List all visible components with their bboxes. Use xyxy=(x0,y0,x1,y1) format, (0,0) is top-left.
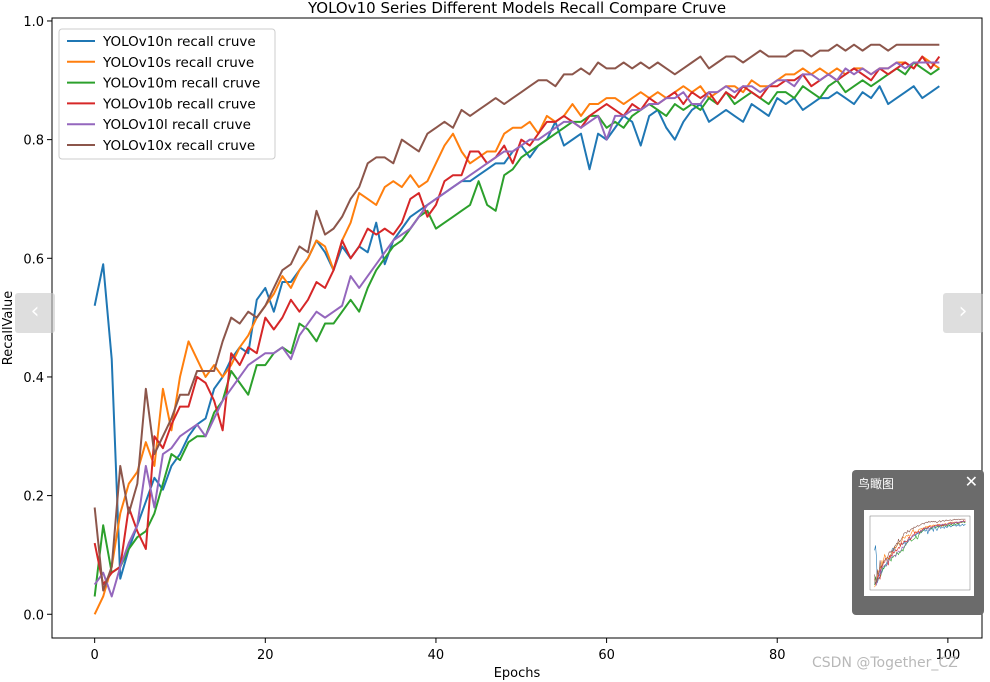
thumbnail-series-line-5 xyxy=(874,520,966,587)
legend-box xyxy=(58,28,276,160)
close-icon[interactable]: ✕ xyxy=(964,472,978,491)
x-tick-label: 40 xyxy=(428,648,445,663)
legend-label: YOLOv10m recall cruve xyxy=(102,76,260,92)
x-tick-label: 80 xyxy=(769,648,786,663)
y-tick-label: 1.0 xyxy=(23,15,44,30)
series-line-1 xyxy=(93,85,940,580)
y-axis-label: RecallValue xyxy=(1,291,16,365)
chart-title: YOLOv10 Series Different Models Recall C… xyxy=(307,0,726,17)
legend-label: YOLOv10b recall cruve xyxy=(102,96,256,112)
next-image-button[interactable]: › xyxy=(943,293,983,333)
x-tick-label: 20 xyxy=(257,648,274,663)
y-tick-label: 0.0 xyxy=(23,608,44,623)
thumbnail-series-line-6 xyxy=(874,518,966,585)
thumbnail-series-line-4 xyxy=(874,520,966,585)
y-tick-label: 0.2 xyxy=(23,490,44,505)
series-line-5 xyxy=(93,61,940,598)
birdseye-title: 鸟瞰图 xyxy=(858,477,895,491)
thumbnail-frame xyxy=(869,515,971,591)
x-tick-label: 0 xyxy=(91,648,99,663)
birdseye-header: 鸟瞰图 ✕ xyxy=(852,470,984,496)
legend-label: YOLOv10x recall cruve xyxy=(102,138,255,154)
series-line-4 xyxy=(93,55,941,586)
series-line-3 xyxy=(93,61,940,597)
x-tick-label: 100 xyxy=(935,648,960,663)
thumbnail-chart xyxy=(869,515,971,591)
x-axis-label: Epochs xyxy=(494,666,541,681)
legend-label: YOLOv10s recall cruve xyxy=(102,55,254,71)
watermark: CSDN @Together_CZ xyxy=(812,655,958,671)
y-tick-label: 0.6 xyxy=(23,252,44,267)
x-tick-label: 60 xyxy=(598,648,615,663)
legend: YOLOv10n recall cruve YOLOv10s recall cru… xyxy=(58,28,276,160)
previous-image-button[interactable]: ‹ xyxy=(15,293,55,333)
legend-label: YOLOv10l recall cruve xyxy=(102,117,251,133)
birdseye-panel: 鸟瞰图 ✕ xyxy=(852,470,984,615)
thumbnail-series-line-3 xyxy=(874,520,966,586)
birdseye-thumbnail[interactable] xyxy=(864,510,974,596)
series-line-2 xyxy=(93,55,940,615)
thumbnail-series-line-2 xyxy=(874,520,966,588)
legend-label: YOLOv10n recall cruve xyxy=(102,34,256,50)
series-line-6 xyxy=(93,43,940,592)
y-tick-label: 0.8 xyxy=(23,134,44,149)
y-tick-label: 0.4 xyxy=(23,371,44,386)
